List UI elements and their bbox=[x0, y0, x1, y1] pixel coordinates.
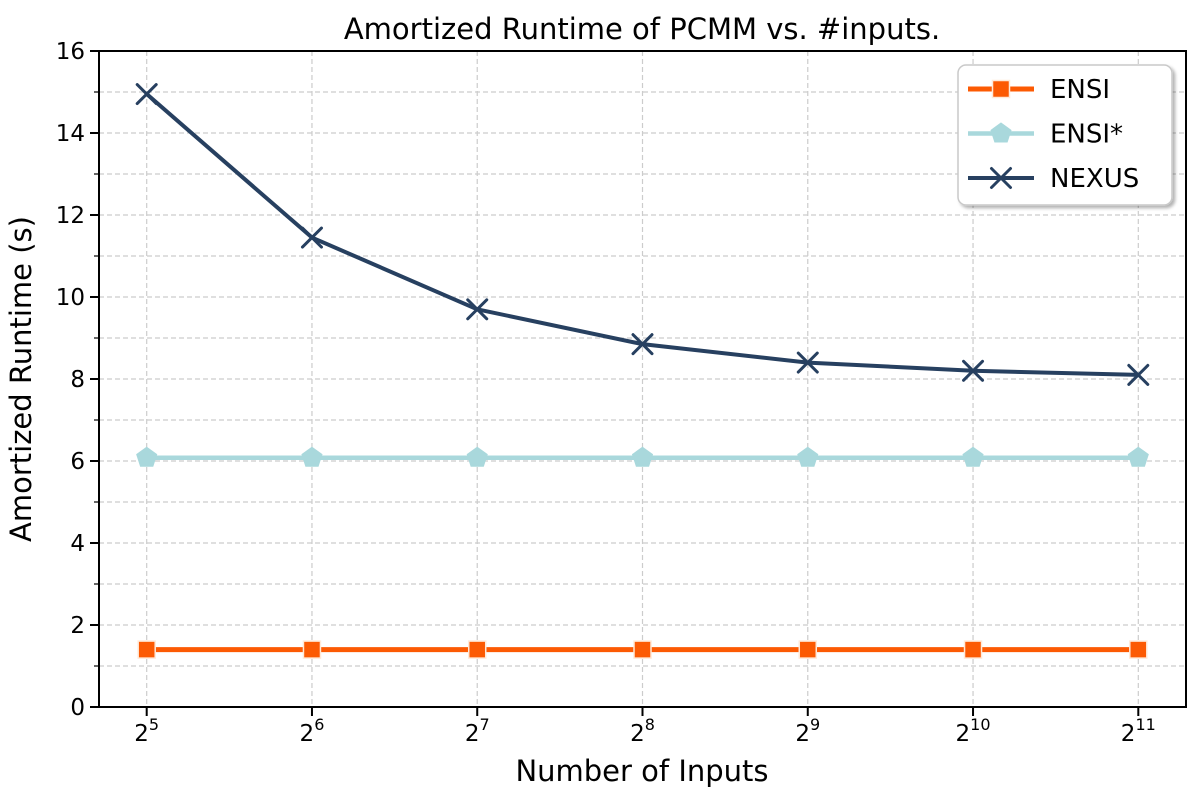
square-marker bbox=[467, 640, 487, 659]
x-marker bbox=[990, 167, 1012, 189]
y-tick-label: 8 bbox=[70, 367, 85, 393]
x-tick-label: 210 bbox=[956, 715, 991, 747]
y-tick-label: 0 bbox=[70, 695, 85, 721]
legend-label: ENSI* bbox=[1050, 120, 1123, 150]
pentagon-marker bbox=[962, 446, 984, 467]
y-axis-label: Amortized Runtime (s) bbox=[4, 216, 38, 542]
pentagon-marker bbox=[1127, 446, 1149, 467]
pentagon-marker bbox=[466, 446, 488, 467]
pentagon-marker bbox=[990, 122, 1012, 143]
y-tick-label: 14 bbox=[56, 121, 85, 147]
x-tick-label: 211 bbox=[1121, 715, 1156, 747]
y-tick-label: 12 bbox=[56, 203, 85, 229]
pentagon-marker bbox=[631, 446, 654, 467]
legend-item: NEXUS bbox=[968, 164, 1139, 194]
legend-box bbox=[957, 64, 1173, 206]
x-marker bbox=[962, 359, 985, 382]
square-marker bbox=[137, 640, 156, 659]
x-tick-label: 29 bbox=[795, 715, 820, 747]
y-tick-label: 6 bbox=[70, 449, 85, 475]
y-tick-label: 10 bbox=[56, 285, 85, 311]
x-tick-label: 26 bbox=[300, 715, 325, 747]
square-marker bbox=[798, 640, 818, 659]
legend-label: NEXUS bbox=[1050, 164, 1139, 194]
square-marker bbox=[633, 640, 652, 659]
series-nexus bbox=[135, 83, 1150, 386]
x-marker bbox=[1127, 363, 1150, 386]
x-marker bbox=[631, 333, 654, 356]
x-tick-label: 25 bbox=[134, 715, 159, 747]
legend-item: ENSI* bbox=[968, 120, 1123, 150]
legend: ENSI ENSI* NEXUS bbox=[957, 64, 1173, 206]
y-tick-label: 2 bbox=[70, 613, 85, 639]
square-marker bbox=[991, 79, 1011, 99]
series-ensi bbox=[137, 640, 1148, 659]
square-marker bbox=[302, 640, 322, 659]
x-marker bbox=[300, 226, 323, 249]
chart-title: Amortized Runtime of PCMM vs. #inputs. bbox=[344, 12, 940, 46]
axes: 0 2 4 6 8 10 12 14 16 25 26 27 28 29 210 211 bbox=[56, 39, 1187, 747]
y-tick-label: 4 bbox=[70, 531, 85, 557]
pentagon-marker bbox=[797, 446, 819, 467]
x-axis-label: Number of Inputs bbox=[515, 754, 768, 788]
pentagon-marker bbox=[301, 446, 323, 467]
y-tick-label: 16 bbox=[56, 39, 85, 65]
x-marker bbox=[796, 351, 819, 374]
x-marker bbox=[135, 83, 158, 106]
x-marker bbox=[466, 298, 489, 321]
legend-label: ENSI bbox=[1050, 75, 1110, 105]
x-tick-label: 27 bbox=[465, 715, 490, 747]
x-tick-label: 28 bbox=[630, 715, 655, 747]
pentagon-marker bbox=[136, 446, 158, 467]
square-marker bbox=[963, 640, 983, 659]
data-series bbox=[135, 83, 1150, 659]
series-ensi bbox=[136, 446, 1149, 467]
legend-item: ENSI bbox=[968, 75, 1110, 105]
square-marker bbox=[1129, 640, 1148, 659]
